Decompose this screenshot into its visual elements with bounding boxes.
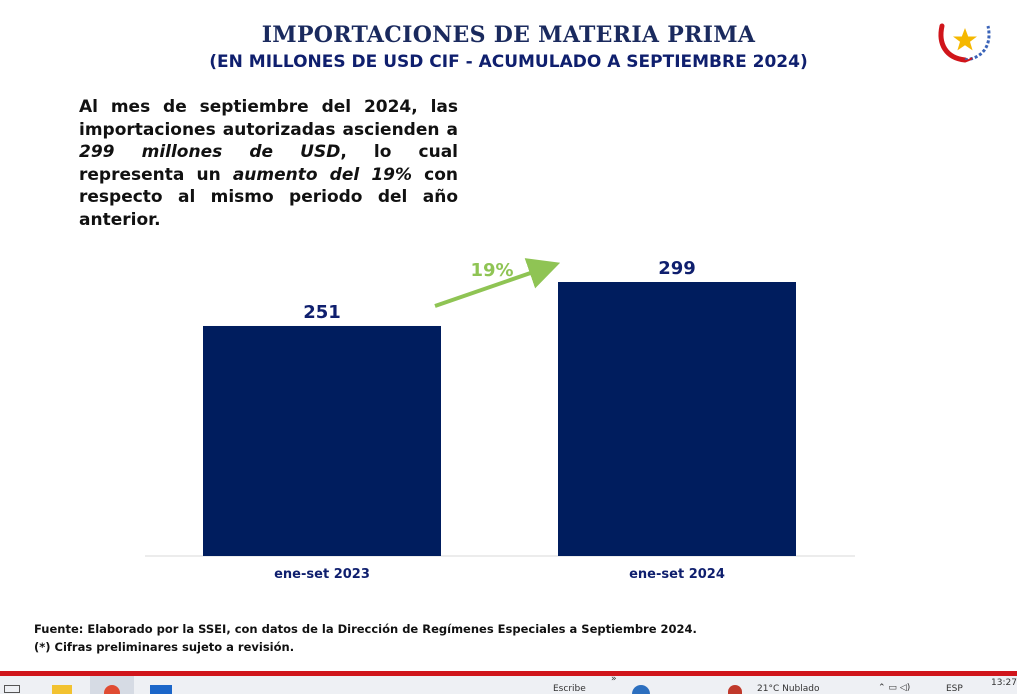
start-icon[interactable]: [4, 685, 20, 693]
system-tray-icons[interactable]: ⌃ ▭ ◁): [878, 683, 911, 693]
page-title: IMPORTACIONES DE MATERIA PRIMA: [261, 22, 756, 48]
growth-arrow: [434, 258, 561, 308]
growth-annotation: 19%: [470, 260, 513, 281]
taskbar-search-text[interactable]: Escribe: [553, 684, 586, 694]
taskbar: Escribe » 21°C Nublado ⌃ ▭ ◁) ESP 13:27: [0, 674, 1017, 694]
outlook-icon[interactable]: [150, 685, 172, 694]
weather-icon[interactable]: [728, 685, 742, 694]
summary-increase: aumento del 19%: [232, 164, 413, 185]
preliminary-note: (*) Cifras preliminares sujeto a revisió…: [34, 640, 295, 654]
source-note: Fuente: Elaborado por la SSEI, con datos…: [34, 620, 934, 656]
summary-text: Al mes de septiembre del 2024, las impor…: [79, 96, 458, 231]
language-indicator[interactable]: ESP: [946, 684, 963, 694]
national-emblem-icon: [938, 23, 991, 63]
summary-part-1: Al mes de septiembre del 2024, las impor…: [79, 97, 458, 140]
category-label-2: ene-set 2024: [629, 567, 725, 582]
source-line: Fuente: Elaborado por la SSEI, con datos…: [34, 620, 934, 638]
source-text: Elaborado por la SSEI, con datos de la D…: [83, 622, 697, 636]
file-explorer-icon[interactable]: [52, 685, 72, 694]
category-label-1: ene-set 2023: [274, 567, 370, 582]
app-icon[interactable]: [632, 685, 650, 694]
summary-part-2: , lo cual representa un: [79, 142, 459, 185]
summary-part-3: con respecto al mismo periodo del año an…: [79, 164, 459, 230]
chrome-logo-icon: [104, 685, 120, 694]
clock[interactable]: 13:27: [991, 678, 1017, 688]
bar-1: [203, 325, 441, 556]
footer-red-line: [0, 671, 1017, 676]
page-subtitle: (EN MILLONES DE USD CIF - ACUMULADO A SE…: [209, 52, 808, 72]
source-label: Fuente:: [34, 622, 84, 636]
data-label-1: 251: [303, 302, 341, 323]
bar-chart: 251 ene-set 2023 299 ene-set 2024 19%: [145, 258, 855, 582]
summary-amount: 299 millones de USD: [79, 142, 341, 162]
chevron-right-icon[interactable]: »: [611, 674, 617, 684]
bar-2: [558, 282, 796, 556]
weather-text[interactable]: 21°C Nublado: [757, 684, 820, 694]
data-label-2: 299: [658, 258, 696, 279]
